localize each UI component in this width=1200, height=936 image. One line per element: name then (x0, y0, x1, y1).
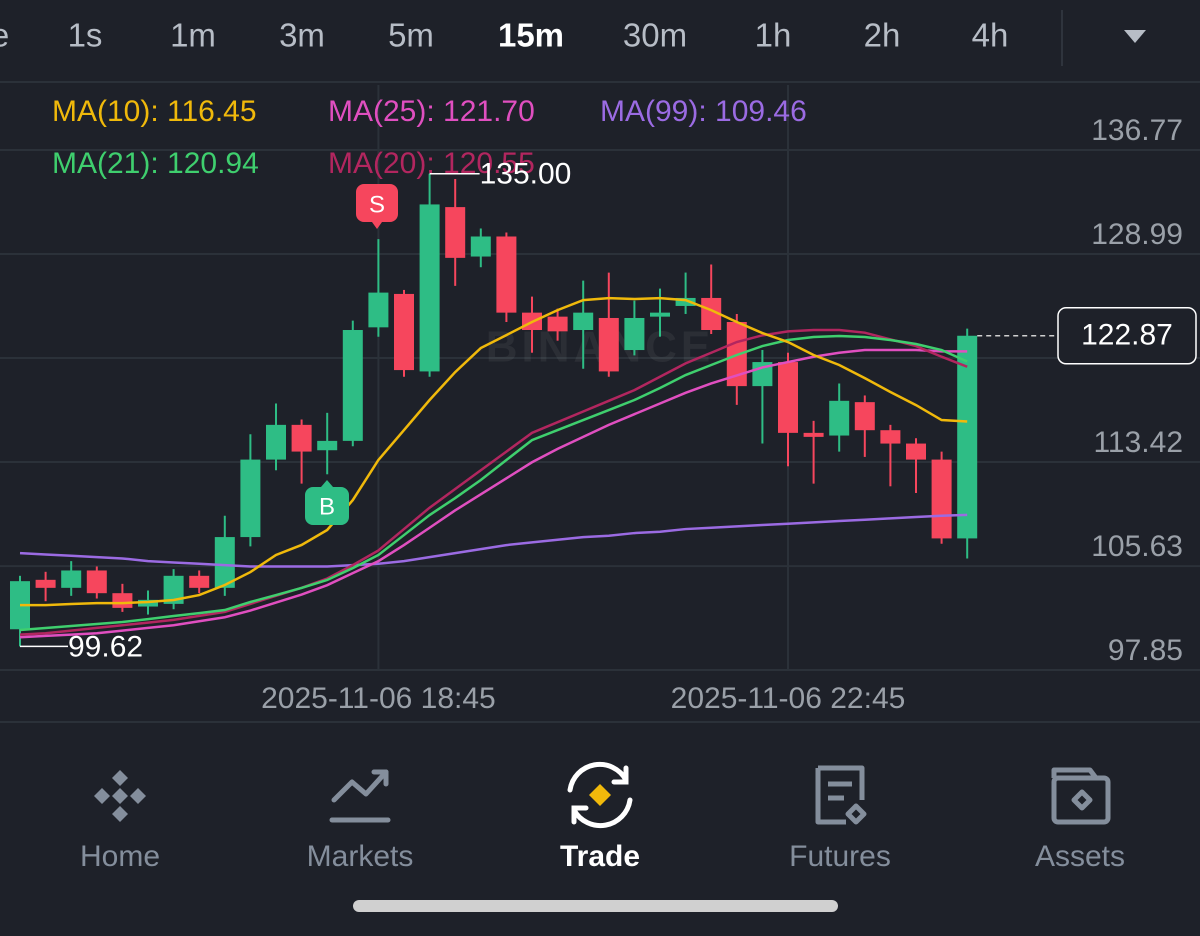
candle-body (547, 316, 568, 332)
y-tick-label: 128.99 (1091, 218, 1183, 251)
interval-tab[interactable]: 3m (279, 17, 325, 54)
markets-icon (329, 769, 391, 823)
candle-body (86, 570, 107, 594)
candle-body (394, 293, 414, 371)
legend-entry: MA(99): 109.46 (600, 95, 807, 128)
sell-marker-label: S (369, 191, 385, 218)
home-indicator (353, 900, 838, 912)
nav-label[interactable]: Home (80, 840, 160, 873)
candle-body (419, 204, 440, 372)
candle-body (163, 575, 184, 604)
candle-body (803, 432, 824, 437)
candle-body (470, 236, 491, 257)
y-tick-label: 136.77 (1091, 114, 1183, 147)
buy-marker[interactable] (305, 480, 349, 525)
futures-icon (815, 765, 867, 825)
y-tick-label: 97.85 (1108, 634, 1183, 667)
candle-body (957, 335, 978, 539)
candle-body (880, 430, 901, 444)
home-icon (94, 770, 146, 822)
candle-body (496, 236, 517, 313)
candle-body (61, 570, 82, 588)
watermark: BINANCE (486, 323, 714, 372)
candle-body (778, 362, 798, 433)
y-tick-label: 113.42 (1093, 426, 1183, 459)
x-tick-label: 2025-11-06 18:45 (261, 682, 496, 715)
candle-body (573, 312, 594, 331)
candle-body (240, 459, 261, 538)
chart: 136.77128.99121.20113.42105.6397.852025-… (0, 85, 1200, 715)
ma-line (20, 296, 968, 607)
sell-marker[interactable] (356, 184, 398, 229)
nav-label[interactable]: Futures (789, 840, 891, 873)
high-label: 135.00 (480, 158, 572, 191)
interval-tab[interactable]: 1m (170, 17, 216, 54)
y-tick-label: 105.63 (1091, 530, 1183, 563)
candle-body (189, 575, 210, 588)
ma-line (19, 328, 968, 636)
nav-label[interactable]: Assets (1035, 840, 1125, 873)
low-label: 99.62 (68, 630, 143, 663)
candle-body (317, 440, 338, 451)
interval-tab[interactable]: 30m (623, 17, 687, 54)
candle-body (291, 424, 312, 452)
interval-tab[interactable]: e (0, 17, 9, 54)
ma-line (19, 334, 968, 632)
interval-tab[interactable]: 2h (864, 17, 901, 54)
candle-body (624, 317, 645, 351)
candle-body (342, 330, 363, 441)
x-tick-label: 2025-11-06 22:45 (671, 682, 906, 715)
legend-entry: MA(10): 116.45 (52, 95, 257, 128)
candle-body (701, 297, 722, 331)
candle-body (214, 537, 235, 588)
candle-body (112, 593, 133, 608)
nav-label[interactable]: Markets (307, 840, 414, 873)
buy-marker-label: B (319, 493, 335, 520)
interval-tab[interactable]: 5m (388, 17, 434, 54)
interval-dropdown[interactable] (1124, 30, 1146, 43)
legend-entry: MA(25): 121.70 (328, 95, 535, 128)
candle-body (906, 443, 926, 460)
interval-tab[interactable]: 4h (972, 17, 1009, 54)
last-price-label: 122.87 (1081, 319, 1173, 352)
assets-icon (1051, 767, 1111, 825)
candle-body (445, 207, 466, 258)
interval-tab[interactable]: 15m (498, 17, 564, 54)
last-price-box (1057, 307, 1197, 365)
nav-label[interactable]: Trade (560, 840, 640, 873)
legend-entry: MA(21): 120.94 (52, 147, 259, 180)
candle-body (829, 400, 850, 436)
bottom-nav: Home Markets Trade Futures Assets (80, 761, 1125, 912)
candle-body (35, 579, 56, 588)
candle-body (266, 424, 286, 460)
candle-body (675, 297, 696, 306)
candle-body (650, 312, 670, 317)
interval-tab[interactable]: 1s (68, 17, 103, 54)
candle-body (931, 459, 952, 539)
ma-line (19, 348, 968, 639)
candle-body (598, 317, 619, 372)
candle-body (854, 402, 875, 431)
ma-line (19, 513, 968, 568)
trade-icon (567, 761, 633, 829)
interval-tab[interactable]: 1h (755, 17, 792, 54)
candle-body (368, 292, 389, 328)
